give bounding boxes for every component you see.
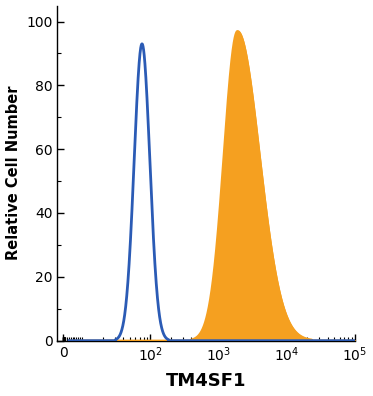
Y-axis label: Relative Cell Number: Relative Cell Number (6, 86, 21, 260)
X-axis label: TM4SF1: TM4SF1 (166, 373, 246, 390)
